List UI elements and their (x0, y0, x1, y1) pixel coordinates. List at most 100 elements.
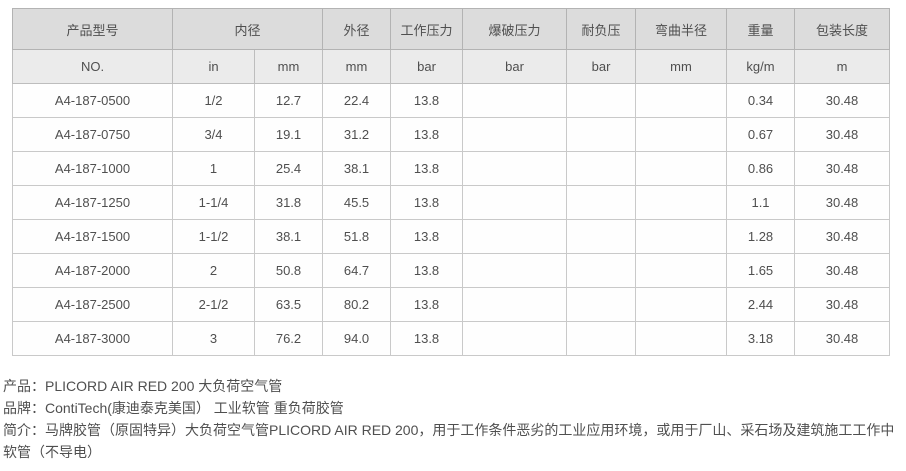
column-group-header: 外径 (322, 8, 392, 50)
table-cell (635, 151, 728, 186)
table-row: A4-187-3000 3 76.2 94.0 13.8 3.18 30.48 (12, 321, 891, 356)
table-cell (635, 287, 728, 322)
unit-header-cell: in (172, 49, 255, 84)
table-cell: 13.8 (390, 117, 464, 152)
unit-header-cell: NO. (12, 49, 173, 84)
column-group-header: 弯曲半径 (635, 8, 728, 50)
table-cell: 13.8 (390, 321, 464, 356)
table-cell: 30.48 (794, 253, 891, 288)
table-cell: 13.8 (390, 83, 464, 118)
table-cell (635, 253, 728, 288)
spec-table-body: A4-187-0500 1/2 12.7 22.4 13.8 0.34 30.48 A4-18… (12, 83, 891, 356)
table-cell: A4-187-0500 (12, 83, 173, 118)
table-cell: A4-187-2000 (12, 253, 173, 288)
table-cell: 1/2 (172, 83, 255, 118)
table-cell (566, 151, 637, 186)
table-cell (566, 321, 637, 356)
table-cell: 13.8 (390, 185, 464, 220)
table-cell (566, 253, 637, 288)
column-group-header: 耐负压 (566, 8, 637, 50)
table-cell: 2-1/2 (172, 287, 255, 322)
table-cell (635, 83, 728, 118)
table-cell (635, 219, 728, 254)
table-row: A4-187-1000 1 25.4 38.1 13.8 0.86 30.48 (12, 151, 891, 186)
intro-line: 简介：马牌胶管（原固特异）大负荷空气管PLICORD AIR RED 200，用… (3, 422, 895, 460)
table-cell (566, 287, 637, 322)
spec-table-header: 产品型号 内径 外径 工作压力 爆破压力 耐负压 弯曲半径 重量 包装长度 NO. in mm mm ba… (12, 8, 891, 84)
column-group-header: 爆破压力 (462, 8, 568, 50)
table-row: A4-187-2000 2 50.8 64.7 13.8 1.65 30.48 (12, 253, 891, 288)
table-cell (635, 117, 728, 152)
table-row: A4-187-0500 1/2 12.7 22.4 13.8 0.34 30.48 (12, 83, 891, 118)
product-line: 产品：PLICORD AIR RED 200 大负荷空气管 (3, 378, 283, 394)
unit-header-cell: bar (390, 49, 464, 84)
table-cell: 13.8 (390, 287, 464, 322)
table-row: A4-187-2500 2-1/2 63.5 80.2 13.8 2.44 30.48 (12, 287, 891, 322)
table-cell (462, 287, 568, 322)
column-group-header: 包装长度 (794, 8, 891, 50)
table-row: A4-187-1500 1-1/2 38.1 51.8 13.8 1.28 30.48 (12, 219, 891, 254)
table-cell (462, 185, 568, 220)
table-cell: A4-187-1250 (12, 185, 173, 220)
table-cell: 3 (172, 321, 255, 356)
table-cell (566, 219, 637, 254)
table-cell: 63.5 (253, 287, 324, 322)
table-cell: 30.48 (794, 83, 891, 118)
table-cell: 30.48 (794, 287, 891, 322)
brand-line: 品牌：ContiTech(康迪泰克美国） 工业软管 重负荷胶管 (3, 400, 344, 416)
table-cell: 38.1 (253, 219, 324, 254)
table-cell: 1 (172, 151, 255, 186)
header-group-row: 产品型号 内径 外径 工作压力 爆破压力 耐负压 弯曲半径 重量 包装长度 (12, 8, 891, 50)
table-cell (566, 185, 637, 220)
table-cell: A4-187-3000 (12, 321, 173, 356)
table-cell (462, 253, 568, 288)
table-cell: 0.34 (726, 83, 796, 118)
table-row: A4-187-0750 3/4 19.1 31.2 13.8 0.67 30.48 (12, 117, 891, 152)
table-cell: 12.7 (253, 83, 324, 118)
table-cell (462, 321, 568, 356)
table-cell: 51.8 (322, 219, 392, 254)
unit-header-cell: kg/m (726, 49, 796, 84)
table-cell: 2 (172, 253, 255, 288)
column-group-header: 内径 (171, 8, 324, 50)
unit-header-cell: bar (566, 49, 637, 84)
table-cell: 13.8 (390, 151, 464, 186)
table-row: A4-187-1250 1-1/4 31.8 45.5 13.8 1.1 30.48 (12, 185, 891, 220)
column-group-header: 产品型号 (12, 8, 173, 50)
spec-table: 产品型号 内径 外径 工作压力 爆破压力 耐负压 弯曲半径 重量 包装长度 NO. in mm mm ba… (12, 8, 891, 356)
table-cell: 31.8 (253, 185, 324, 220)
unit-header-cell: bar (462, 49, 568, 84)
table-cell: 19.1 (253, 117, 324, 152)
table-cell: A4-187-0750 (12, 117, 173, 152)
table-cell: 13.8 (390, 219, 464, 254)
table-cell: A4-187-2500 (12, 287, 173, 322)
table-cell: 30.48 (794, 321, 891, 356)
table-cell: 1-1/4 (172, 185, 255, 220)
table-cell: 30.48 (794, 117, 891, 152)
table-cell (635, 321, 728, 356)
unit-header-cell: m (794, 49, 891, 84)
table-cell: 94.0 (322, 321, 392, 356)
table-cell: 2.44 (726, 287, 796, 322)
column-group-header: 工作压力 (390, 8, 464, 50)
table-cell: 50.8 (253, 253, 324, 288)
table-cell (462, 117, 568, 152)
table-cell: 13.8 (390, 253, 464, 288)
table-cell: 1-1/2 (172, 219, 255, 254)
table-cell: 30.48 (794, 151, 891, 186)
table-cell: 3.18 (726, 321, 796, 356)
table-cell: 31.2 (322, 117, 392, 152)
table-cell: 22.4 (322, 83, 392, 118)
table-cell: 1.65 (726, 253, 796, 288)
unit-header-cell: mm (635, 49, 728, 84)
table-cell: 45.5 (322, 185, 392, 220)
table-cell: A4-187-1500 (12, 219, 173, 254)
table-cell (566, 83, 637, 118)
table-cell: 25.4 (253, 151, 324, 186)
table-cell: 0.67 (726, 117, 796, 152)
column-group-header: 重量 (726, 8, 796, 50)
table-cell: 1.1 (726, 185, 796, 220)
table-cell: 0.86 (726, 151, 796, 186)
table-cell (635, 185, 728, 220)
